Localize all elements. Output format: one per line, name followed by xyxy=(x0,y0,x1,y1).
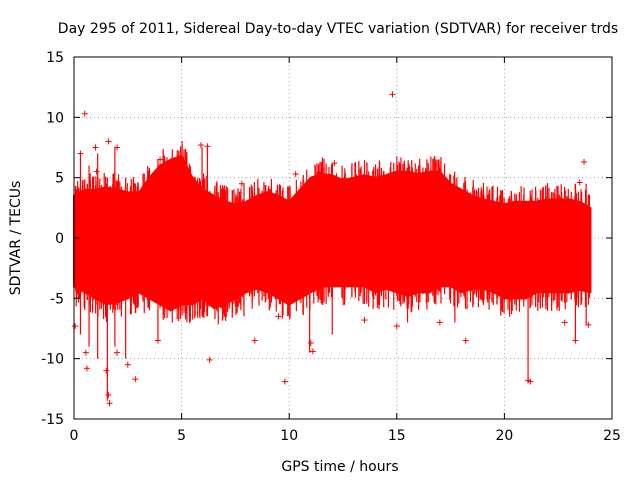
data-point xyxy=(389,91,396,98)
y-tick-label: -15 xyxy=(41,412,64,428)
data-point xyxy=(157,156,164,163)
data-point xyxy=(81,110,88,117)
data-point xyxy=(83,365,90,372)
y-tick-label: 0 xyxy=(55,231,64,247)
x-tick-label: 0 xyxy=(70,428,79,444)
axis-ticks: 0 5 10 15 20 25 -15 -10 -5 0 5 10 15 xyxy=(41,50,621,444)
data-point xyxy=(105,138,112,145)
chart-title: Day 295 of 2011, Sidereal Day-to-day VTE… xyxy=(58,21,618,37)
y-tick-label: 5 xyxy=(55,171,64,187)
data-point xyxy=(77,150,84,157)
x-tick-label: 5 xyxy=(177,428,186,444)
data-point xyxy=(82,349,89,356)
y-tick-label: 15 xyxy=(46,50,64,66)
data-point xyxy=(206,356,213,363)
data-point xyxy=(93,168,100,175)
data-point xyxy=(124,361,131,368)
x-tick-label: 15 xyxy=(388,428,406,444)
data-point xyxy=(527,378,534,385)
data-point xyxy=(581,158,588,165)
data-point xyxy=(92,144,99,151)
y-axis-label: SDTVAR / TECUs xyxy=(8,181,24,296)
y-tick-label: 10 xyxy=(46,110,64,126)
data-point xyxy=(275,313,282,320)
data-point xyxy=(462,337,469,344)
data-point xyxy=(251,337,258,344)
x-tick-label: 10 xyxy=(280,428,298,444)
y-tick-label: -5 xyxy=(50,291,64,307)
data-point xyxy=(114,144,121,151)
x-tick-label: 20 xyxy=(495,428,513,444)
data-point xyxy=(238,180,245,187)
data-point xyxy=(307,339,314,346)
data-point xyxy=(561,319,568,326)
data-point xyxy=(361,317,368,324)
data-point xyxy=(103,367,110,374)
data-point xyxy=(72,323,79,330)
data-point xyxy=(393,323,400,330)
data-point xyxy=(114,349,121,356)
data-point xyxy=(154,337,161,344)
data-point xyxy=(572,337,579,344)
data-point xyxy=(331,160,338,167)
data-point xyxy=(281,378,288,385)
data-point xyxy=(436,319,443,326)
x-axis-label: GPS time / hours xyxy=(281,459,398,475)
data-point xyxy=(309,348,316,355)
data-point xyxy=(132,376,139,383)
data-point xyxy=(576,179,583,186)
data-point xyxy=(106,400,113,407)
data-point xyxy=(292,171,299,178)
data-series xyxy=(72,91,592,407)
y-tick-label: -10 xyxy=(41,352,64,368)
data-point xyxy=(585,321,592,328)
data-point xyxy=(197,142,204,149)
data-point xyxy=(105,391,112,398)
data-point xyxy=(204,143,211,150)
x-tick-label: 25 xyxy=(603,428,621,444)
